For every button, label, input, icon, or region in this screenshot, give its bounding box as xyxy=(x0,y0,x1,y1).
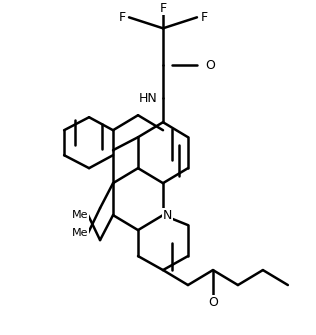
Text: F: F xyxy=(200,11,208,24)
Text: N: N xyxy=(163,209,172,222)
Text: HN: HN xyxy=(138,92,157,105)
Text: O: O xyxy=(208,296,218,309)
Text: F: F xyxy=(160,2,167,15)
Text: F: F xyxy=(118,11,125,24)
Text: O: O xyxy=(205,59,215,72)
Text: Me: Me xyxy=(71,228,88,238)
Text: Me: Me xyxy=(71,210,88,220)
